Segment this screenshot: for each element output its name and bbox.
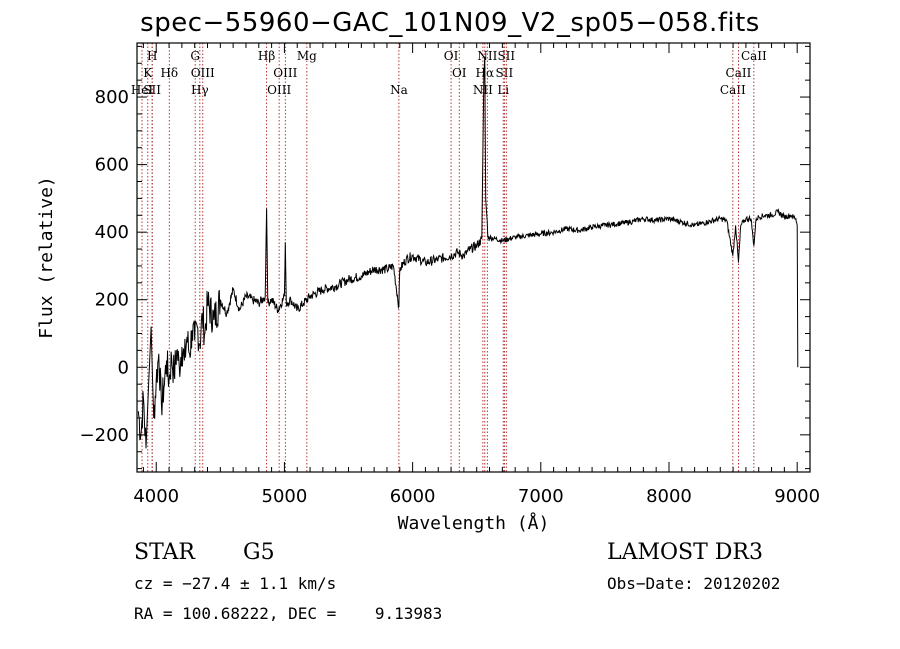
spectral-line-label: OIII: [273, 66, 297, 80]
y-tick-label: 800: [95, 87, 129, 108]
spectral-line-label: Mg: [297, 49, 317, 63]
y-axis-label: Flux (relative): [36, 176, 57, 339]
obs-date: Obs−Date: 20120202: [607, 574, 781, 593]
spectral-line-label: SII: [143, 83, 161, 97]
spectral-line-label: CaII: [726, 66, 752, 80]
x-tick-label: 9000: [774, 486, 820, 507]
x-tick-label: 6000: [390, 486, 436, 507]
x-tick-label: 4000: [133, 486, 179, 507]
spectral-line-label: OIII: [267, 83, 291, 97]
chart-title: spec−55960−GAC_101N09_V2_sp05−058.fits: [140, 8, 760, 38]
x-axis-label: Wavelength (Å): [398, 512, 550, 534]
spectral-line-label: Na: [390, 83, 408, 97]
x-tick-label: 7000: [518, 486, 564, 507]
y-tick-label: −200: [80, 425, 129, 446]
spectral-line-label: OIII: [191, 66, 215, 80]
spectral-line-label: OI: [444, 49, 459, 63]
y-tick-label: 200: [95, 290, 129, 311]
spectral-line-label: Hδ: [160, 66, 178, 80]
spectral-line-label: Hγ: [191, 83, 209, 97]
x-tick-label: 8000: [646, 486, 692, 507]
plot-frame: [136, 42, 811, 473]
y-tick-label: 0: [118, 357, 129, 378]
object-subclass: G5: [243, 540, 275, 565]
survey-name: LAMOST DR3: [607, 540, 763, 565]
redshift-cz: cz = −27.4 ± 1.1 km/s: [134, 574, 337, 593]
spectral-line-label: G: [190, 49, 200, 63]
spectral-line-label: Li: [497, 83, 509, 97]
x-tick-label: 5000: [262, 486, 308, 507]
ra-dec: RA = 100.68222, DEC = 9.13983: [134, 604, 443, 623]
spectral-line-label: CaII: [741, 49, 767, 63]
y-tick-label: 400: [95, 222, 129, 243]
y-tick-label: 600: [95, 155, 129, 176]
spectrum-series-line: [137, 56, 799, 449]
spectral-line-label: K: [143, 66, 153, 80]
spectral-line-label: NII: [477, 49, 497, 63]
spectral-line-label: CaII: [720, 83, 746, 97]
spectral-line-label: NII: [473, 83, 493, 97]
spectral-line-label: OI: [452, 66, 467, 80]
spectral-line-label: H: [147, 49, 157, 63]
spectral-line-label: Hβ: [258, 49, 275, 63]
spectral-line-label: SII: [496, 66, 514, 80]
object-class: STAR: [134, 540, 195, 565]
spectral-line-label: SII: [497, 49, 515, 63]
